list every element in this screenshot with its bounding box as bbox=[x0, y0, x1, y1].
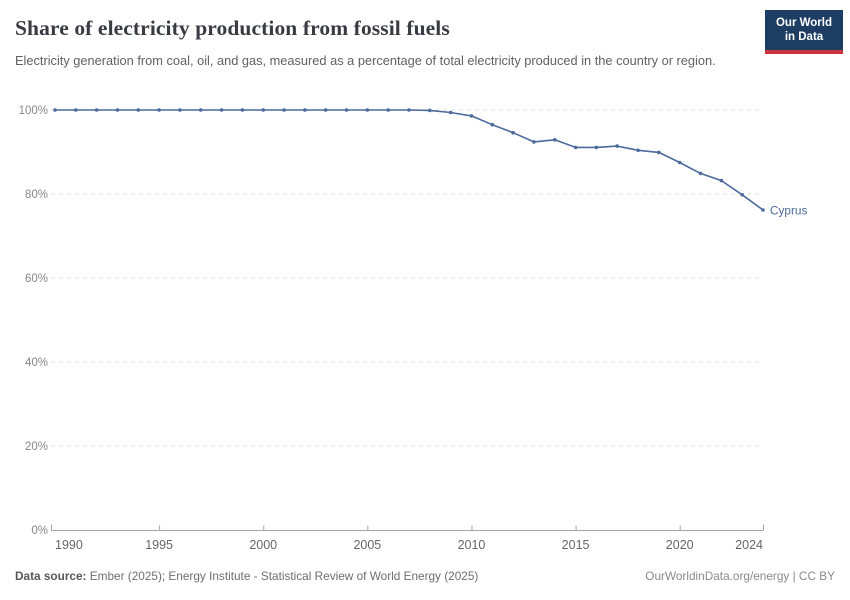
data-point-1995 bbox=[157, 108, 161, 112]
data-point-2021 bbox=[698, 171, 703, 176]
data-point-2020 bbox=[677, 160, 682, 165]
data-point-1992 bbox=[94, 108, 99, 112]
x-axis-label-2010: 2010 bbox=[458, 538, 486, 552]
data-point-2015 bbox=[573, 145, 578, 150]
data-point-1996 bbox=[178, 108, 182, 112]
data-point-2007 bbox=[407, 108, 411, 112]
data-point-2022 bbox=[719, 178, 724, 183]
x-axis-label-1990: 1990 bbox=[55, 538, 83, 552]
data-point-2024 bbox=[761, 208, 765, 212]
x-axis-label-1995: 1995 bbox=[145, 538, 173, 552]
data-point-2005 bbox=[365, 108, 370, 112]
data-point-2001 bbox=[282, 108, 286, 112]
line-series-cyprus bbox=[54, 109, 764, 211]
data-point-1999 bbox=[240, 108, 245, 112]
x-axis-label-2015: 2015 bbox=[562, 538, 590, 552]
y-axis-label-100: 100% bbox=[19, 105, 48, 117]
data-point-2004 bbox=[344, 108, 349, 112]
x-axis-label-2005: 2005 bbox=[353, 538, 381, 552]
data-point-2013 bbox=[532, 140, 536, 144]
data-point-2017 bbox=[615, 144, 619, 148]
data-source: Data source: Ember (2025); Energy Instit… bbox=[15, 569, 478, 583]
owid-logo-line1: Our World bbox=[775, 17, 832, 29]
data-point-1997 bbox=[199, 108, 203, 112]
y-axis-label-40: 40% bbox=[25, 357, 48, 369]
data-point-2018 bbox=[636, 148, 640, 153]
data-point-2010 bbox=[469, 114, 474, 118]
chart-subtitle: Electricity generation from coal, oil, a… bbox=[15, 53, 716, 68]
y-axis-label-60: 60% bbox=[25, 273, 48, 285]
data-point-2014 bbox=[553, 138, 557, 142]
x-axis-label-2000: 2000 bbox=[249, 538, 277, 552]
credit-text: OurWorldinData.org/energy | CC BY bbox=[645, 569, 835, 583]
data-point-2008 bbox=[428, 108, 432, 113]
data-point-2003 bbox=[323, 108, 328, 112]
data-point-2000 bbox=[261, 108, 266, 112]
data-point-1991 bbox=[74, 108, 78, 112]
data-point-1998 bbox=[219, 108, 224, 112]
x-axis-label-2024: 2024 bbox=[735, 538, 763, 552]
data-point-2002 bbox=[303, 108, 307, 112]
y-axis-label-0: 0% bbox=[31, 525, 48, 537]
page-title: Share of electricity production from fos… bbox=[15, 16, 450, 40]
owid-logo: Our World in Data bbox=[765, 10, 843, 54]
data-point-2012 bbox=[511, 130, 515, 135]
y-axis-label-20: 20% bbox=[25, 441, 48, 453]
x-axis-label-2020: 2020 bbox=[666, 538, 694, 552]
data-source-label: Data source: bbox=[15, 569, 87, 583]
data-point-1994 bbox=[136, 108, 141, 112]
data-point-2023 bbox=[740, 193, 744, 197]
series-end-label: Cyprus bbox=[770, 203, 807, 217]
y-axis-label-80: 80% bbox=[25, 189, 48, 201]
data-point-2006 bbox=[386, 108, 391, 112]
data-point-1993 bbox=[115, 108, 120, 112]
data-source-text: Ember (2025); Energy Institute - Statist… bbox=[89, 569, 479, 583]
owid-logo-line2: in Data bbox=[784, 31, 824, 44]
line-chart: 0% 20% 40% 60% 80% 100% 1990 1995 2000 2005 2010 20… bbox=[19, 105, 808, 552]
data-point-2019 bbox=[657, 150, 661, 155]
data-point-1990 bbox=[53, 108, 57, 112]
data-point-2009 bbox=[448, 110, 453, 115]
data-point-2016 bbox=[594, 145, 599, 150]
data-point-2011 bbox=[490, 122, 495, 127]
